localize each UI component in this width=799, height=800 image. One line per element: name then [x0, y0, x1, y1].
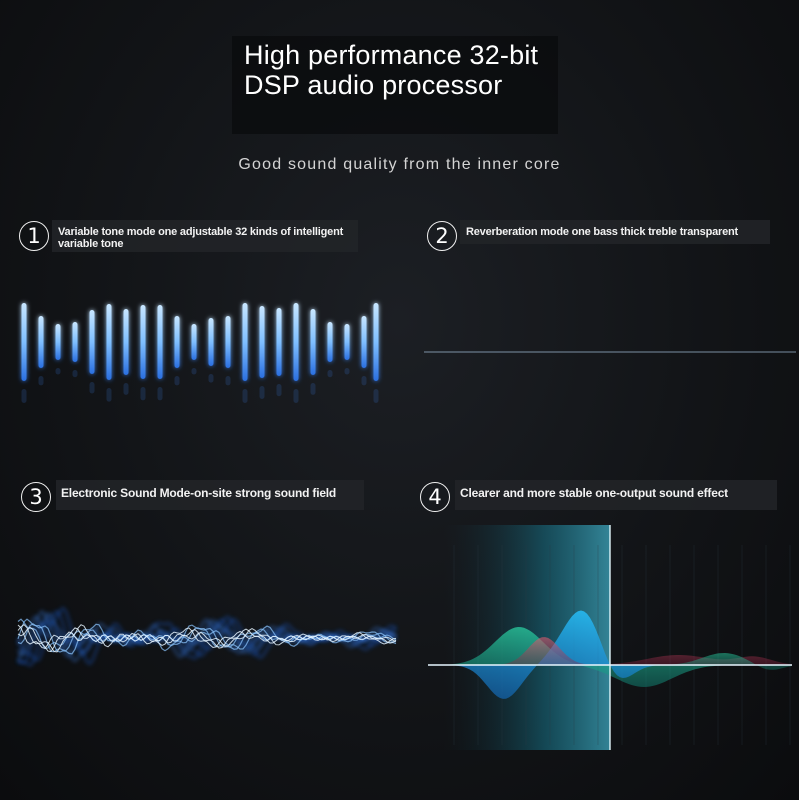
- feature-1-label-bg: [52, 220, 358, 252]
- teal-tail-curve: [428, 653, 792, 670]
- eq-bar: [21, 303, 27, 404]
- eq-bar: [140, 305, 146, 401]
- eq-bar: [38, 316, 44, 386]
- eq-bar: [89, 310, 95, 394]
- eq-bar: [310, 309, 316, 395]
- feature-2-number: 2: [427, 221, 457, 251]
- feature-4-label-bg: [455, 480, 777, 510]
- sound-field-wave-graphic: [16, 606, 397, 667]
- sound-field-trace: [17, 623, 397, 653]
- sound-field-trace: [17, 618, 397, 652]
- feature-3-label-bg: [56, 480, 364, 510]
- eq-bar: [191, 324, 197, 375]
- eq-bar: [344, 324, 350, 375]
- feature-2-label-bg: [460, 220, 770, 244]
- page-subtitle: Good sound quality from the inner core: [238, 156, 561, 173]
- feature-2-text: Reverberation mode one bass thick treble…: [466, 226, 739, 238]
- feature-3-text: Electronic Sound Mode-on-site strong sou…: [61, 486, 337, 500]
- sound-field-trace: [17, 624, 397, 653]
- red-curve: [428, 637, 792, 665]
- eq-bar: [157, 305, 163, 401]
- eq-bar: [123, 309, 129, 395]
- feature-4-number: 4: [420, 482, 450, 512]
- sound-field-trace: [17, 624, 397, 649]
- eq-bar: [225, 316, 231, 386]
- eq-bar: [208, 318, 214, 383]
- feature-1-text: Variable tone mode one adjustable 32 kin…: [58, 226, 344, 250]
- reverb-waveform-graphic: [424, 298, 796, 406]
- page-title-line-2: DSP audio processor: [244, 70, 503, 100]
- teal-curve: [428, 627, 792, 687]
- eq-bar: [361, 316, 367, 386]
- title-background: [232, 36, 558, 134]
- eq-bar: [373, 303, 379, 404]
- eq-bar: [259, 306, 265, 399]
- eq-bar: [293, 303, 299, 404]
- eq-bar: [55, 324, 61, 375]
- output-curves-graphic: [428, 525, 792, 750]
- page-title-line-1: High performance 32-bit: [244, 40, 539, 70]
- feature-1-number: 1: [19, 221, 49, 251]
- eq-bar: [242, 303, 248, 404]
- eq-bar: [276, 308, 282, 397]
- eq-bar: [327, 322, 333, 378]
- feature-3-number: 3: [21, 482, 51, 512]
- eq-bar: [72, 322, 78, 378]
- eq-bar: [106, 304, 112, 402]
- eq-bar: [174, 316, 180, 386]
- cyan-curve: [428, 610, 792, 699]
- feature-4-text: Clearer and more stable one-output sound…: [460, 486, 728, 500]
- equalizer-bars-graphic: [21, 303, 379, 404]
